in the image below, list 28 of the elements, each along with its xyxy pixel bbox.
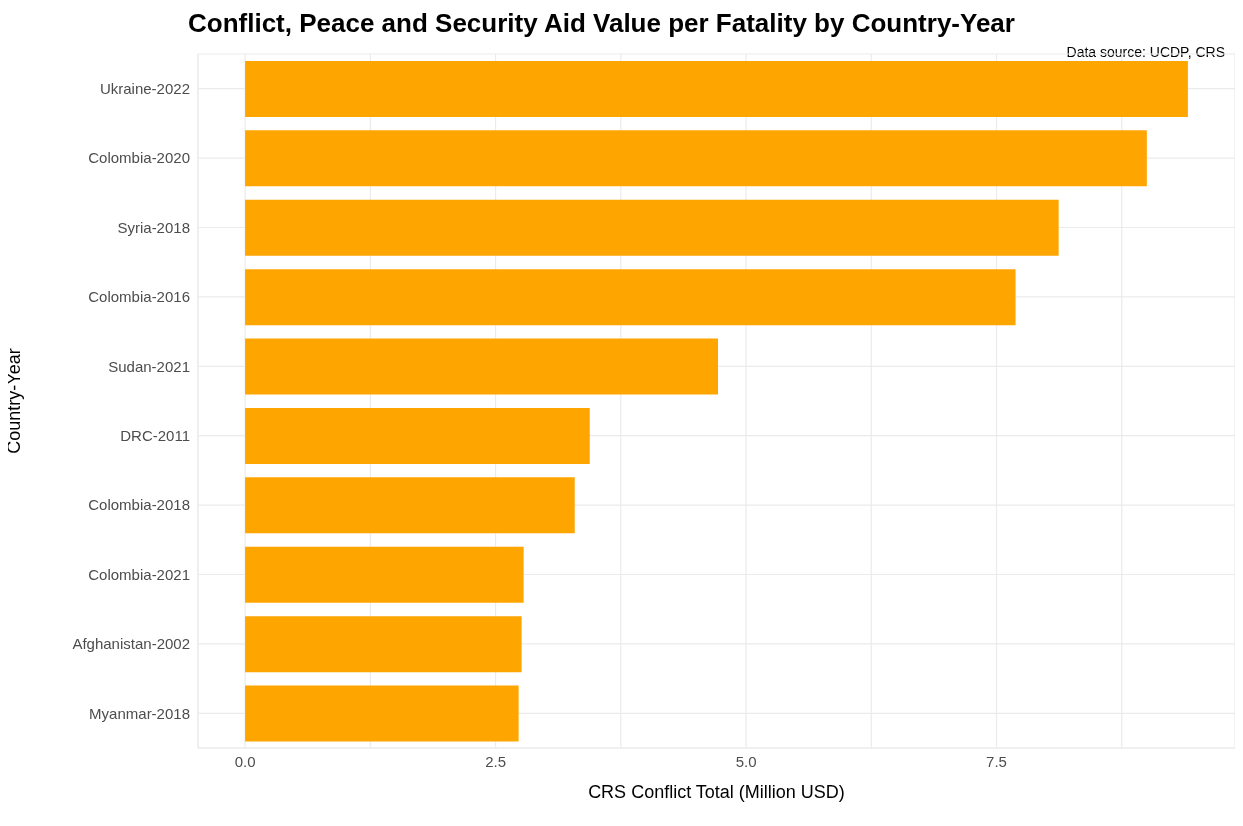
chart-title: Conflict, Peace and Security Aid Value per Fatality by Country-Year [188, 8, 1015, 39]
bar [245, 407, 590, 464]
x-tick-label: 5.0 [735, 752, 757, 770]
y-tick-label: Syria-2018 [117, 218, 190, 236]
x-tick-label: 2.5 [485, 752, 506, 770]
bar [245, 338, 718, 395]
annotation: Data source: UCDP, CRS [1066, 44, 1225, 60]
x-axis-title: CRS Conflict Total (Million USD) [588, 782, 845, 802]
bar [245, 60, 1188, 117]
y-tick-label: Colombia-2016 [88, 288, 190, 306]
x-tick-label: 0.0 [234, 752, 256, 770]
x-tick-label: 7.5 [986, 752, 1007, 770]
bar [245, 199, 1059, 256]
bar [245, 269, 1016, 326]
bar [245, 616, 522, 673]
y-tick-label: Ukraine-2022 [99, 80, 190, 98]
y-tick-label: Sudan-2021 [108, 357, 190, 375]
y-tick-label: Myanmar-2018 [89, 704, 190, 722]
y-tick-label: Colombia-2018 [88, 496, 190, 514]
bar [245, 477, 575, 534]
bar [245, 130, 1147, 187]
bar [245, 546, 524, 603]
y-tick-label: Colombia-2020 [88, 149, 190, 167]
bar [245, 685, 519, 742]
y-tick-label: Colombia-2021 [88, 565, 190, 583]
y-tick-label: DRC-2011 [120, 427, 190, 445]
y-tick-label: Afghanistan-2002 [72, 635, 190, 653]
y-axis-title: Country-Year [4, 348, 25, 454]
